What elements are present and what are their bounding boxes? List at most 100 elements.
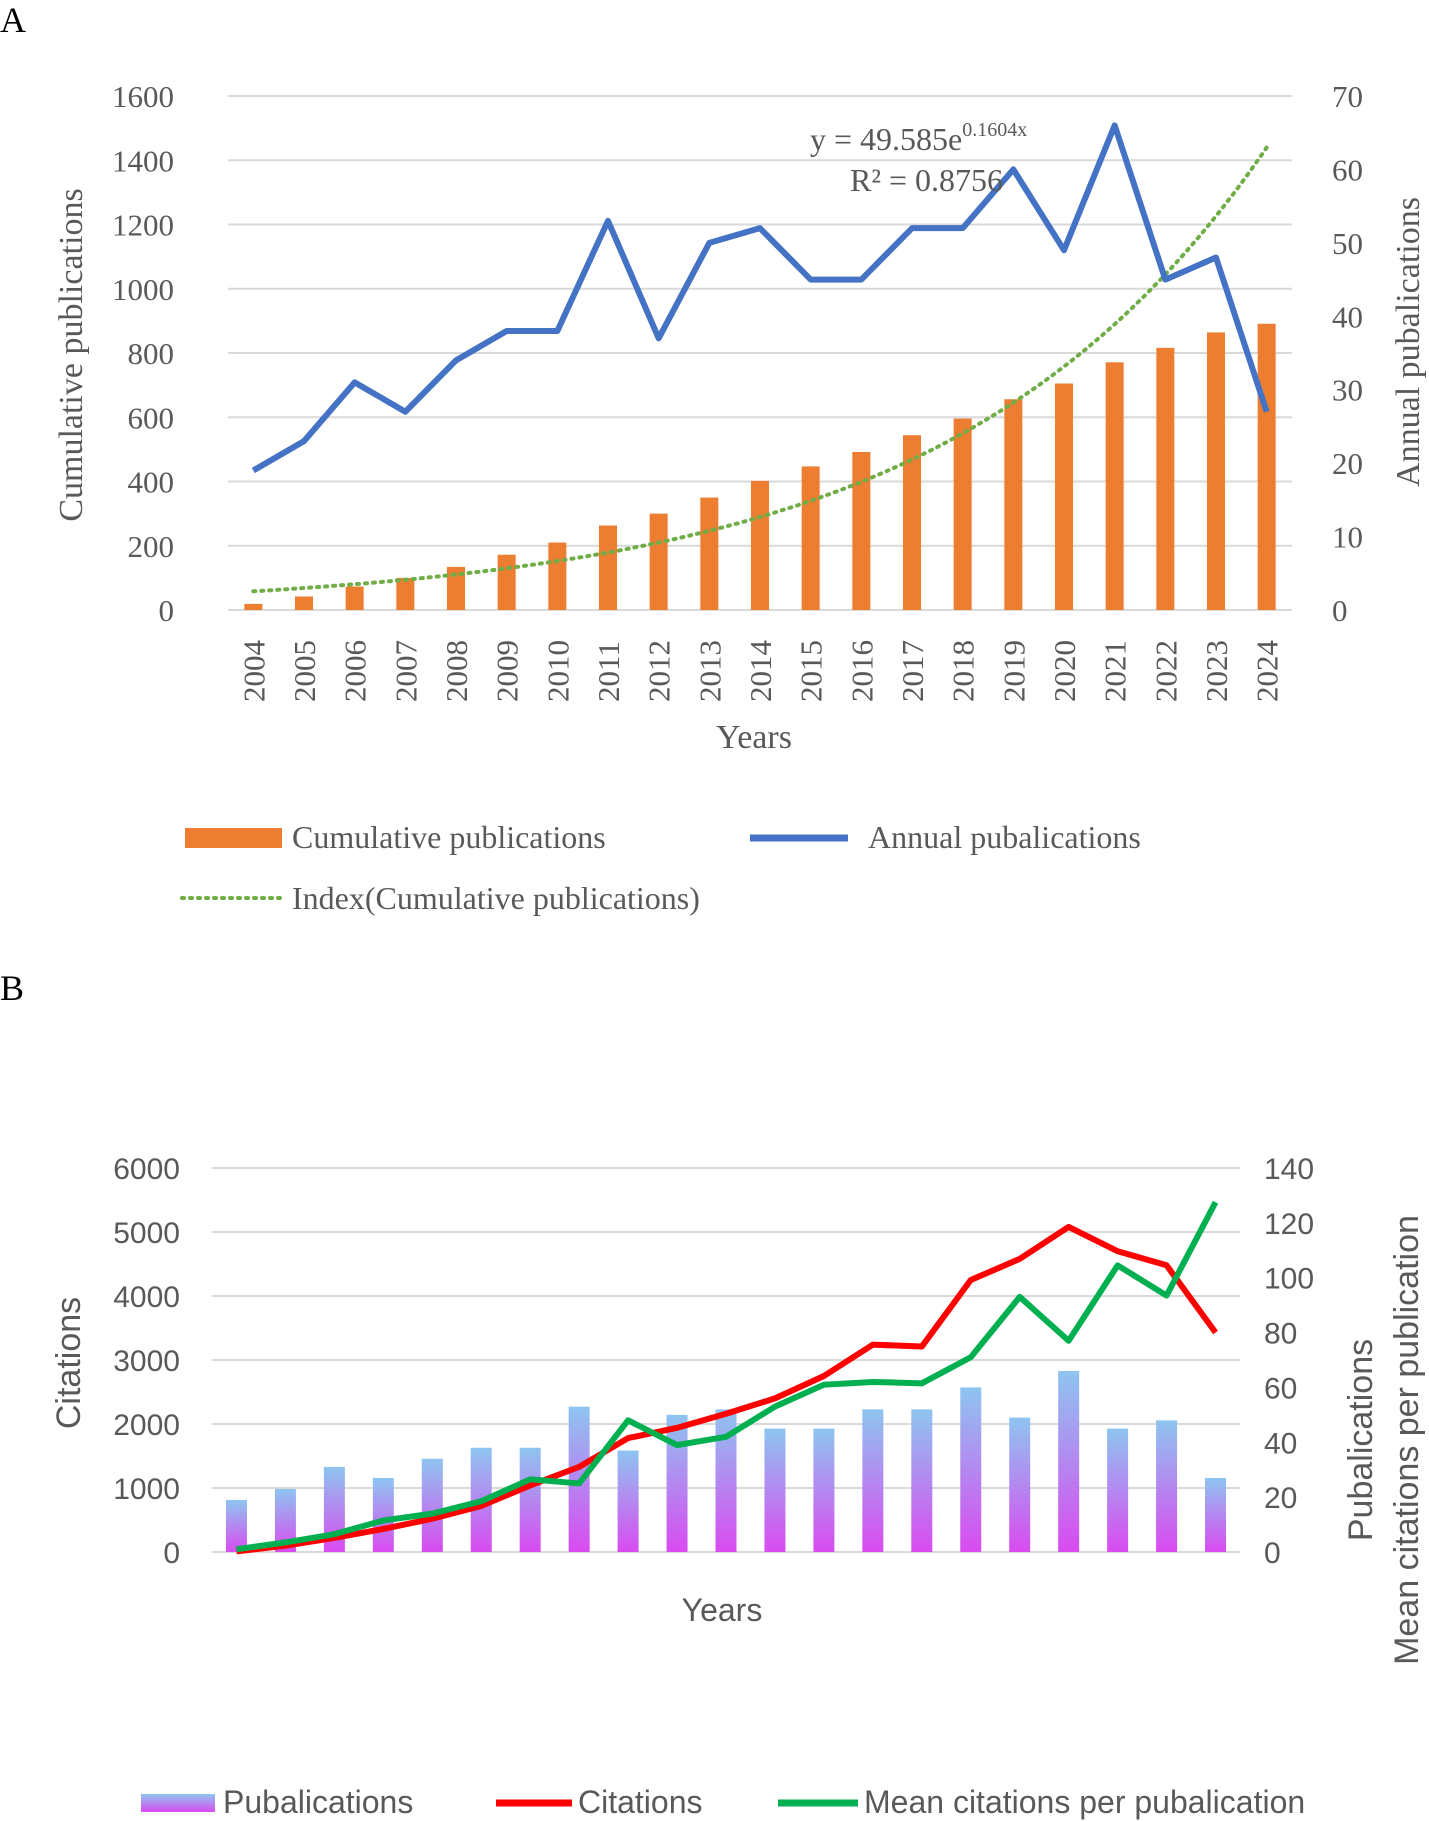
panel-b-left-axis-title: Citations [50, 1297, 88, 1429]
right-axis-tick-label: 40 [1264, 1427, 1297, 1460]
publications-bar [960, 1387, 982, 1552]
left-axis-tick-label: 5000 [113, 1217, 180, 1250]
right-axis-tick-label: 20 [1332, 446, 1363, 481]
publications-bar [617, 1450, 639, 1552]
legend-mean-label: Mean citations per pubalication [864, 1784, 1305, 1820]
cumulative-bar [700, 497, 719, 610]
x-axis-tick-label: 2011 [591, 641, 626, 702]
panel-a: A 0 200 400 600 800 1000 1200 1400 1600 0 10 20 30 4… [0, 0, 1427, 916]
panel-b-right-axis-title-1: Pubalications [1342, 1339, 1380, 1541]
trendline [251, 145, 1269, 594]
publications-bar [421, 1458, 443, 1552]
publications-bar [1009, 1417, 1031, 1552]
cumulative-bar [1105, 362, 1124, 610]
panel-a-x-axis-ticks: 2004 2005 2006 2007 2008 2009 2010 2011 2012 2013… [236, 640, 1284, 703]
legend-citations-label: Citations [578, 1784, 703, 1820]
cumulative-bar [396, 577, 415, 610]
left-axis-tick-label: 0 [159, 593, 175, 628]
right-axis-tick-label: 20 [1264, 1482, 1297, 1515]
panel-b-bars [225, 1370, 1227, 1552]
panel-b-left-axis-ticks: 0 1000 2000 3000 4000 5000 6000 [113, 1153, 180, 1570]
right-axis-tick-label: 10 [1332, 520, 1363, 555]
panel-a-label: A [0, 0, 26, 40]
panel-b: B 0 1000 2000 3000 4000 5000 6000 0 20 40 60 80 100… [0, 968, 1426, 1820]
panel-a-right-axis-title: Annual pubalications [1390, 197, 1427, 487]
right-axis-tick-label: 140 [1264, 1153, 1314, 1186]
left-axis-tick-label: 2000 [113, 1409, 180, 1442]
left-axis-tick-label: 400 [128, 465, 175, 500]
left-axis-tick-label: 200 [128, 529, 175, 564]
panel-a-gridlines [228, 95, 1292, 611]
trendline-r-squared: R² = 0.8756 [850, 162, 1003, 198]
cumulative-bar [1207, 332, 1225, 610]
x-axis-tick-label: 2021 [1098, 640, 1133, 702]
right-axis-tick-label: 30 [1332, 373, 1363, 408]
cumulative-bar [751, 480, 769, 610]
publications-bar [862, 1409, 884, 1552]
publications-bar [813, 1428, 835, 1552]
publications-bar [715, 1409, 737, 1552]
x-axis-tick-label: 2017 [895, 640, 930, 702]
legend-trend-label: Index(Cumulative publications) [292, 880, 700, 916]
x-axis-tick-label: 2009 [490, 640, 525, 702]
legend-cumulative-label: Cumulative publications [292, 819, 606, 855]
left-axis-tick-label: 1400 [112, 143, 174, 178]
cumulative-bar [852, 451, 871, 610]
publications-bar [764, 1428, 786, 1552]
x-axis-tick-label: 2015 [794, 640, 829, 702]
x-axis-tick-label: 2013 [692, 640, 727, 702]
cumulative-bar [649, 513, 668, 610]
legend-annual-label: Annual pubalications [868, 819, 1141, 855]
x-axis-tick-label: 2008 [439, 640, 474, 702]
right-axis-tick-label: 50 [1332, 226, 1363, 261]
publications-bar [1156, 1420, 1178, 1552]
left-axis-tick-label: 1000 [113, 1473, 180, 1506]
right-axis-tick-label: 120 [1264, 1208, 1314, 1241]
left-axis-tick-label: 1200 [112, 208, 174, 243]
publications-bar [1058, 1370, 1080, 1552]
left-axis-tick-label: 3000 [113, 1345, 180, 1378]
publications-bar [225, 1499, 247, 1552]
x-axis-tick-label: 2022 [1148, 640, 1183, 702]
left-axis-tick-label: 4000 [113, 1281, 180, 1314]
x-axis-tick-label: 2007 [388, 640, 423, 702]
x-axis-tick-label: 2019 [996, 640, 1031, 702]
legend-publications-label: Pubalications [223, 1784, 413, 1820]
left-axis-tick-label: 600 [128, 400, 175, 435]
panel-a-x-axis-title: Years [716, 719, 792, 756]
cumulative-bar [801, 466, 820, 610]
panel-b-label: B [0, 968, 24, 1008]
annual-publications-line [251, 122, 1270, 474]
legend-cumulative-swatch [185, 828, 282, 848]
cumulative-bar [1004, 399, 1023, 610]
panel-b-right-axis-ticks: 0 20 40 60 80 100 120 140 [1264, 1153, 1314, 1570]
legend-publications-swatch [141, 1794, 215, 1812]
x-axis-tick-label: 2010 [540, 640, 575, 702]
cumulative-bar [1257, 323, 1276, 610]
citations-line [236, 1223, 1218, 1555]
x-axis-tick-label: 2023 [1199, 640, 1234, 702]
right-axis-tick-label: 60 [1332, 152, 1363, 187]
publications-bar [274, 1488, 296, 1552]
x-axis-tick-label: 2016 [844, 640, 879, 702]
left-axis-tick-label: 1600 [112, 79, 174, 114]
right-axis-tick-label: 80 [1264, 1318, 1297, 1351]
trendline-equation: y = 49.585e0.1604x [810, 119, 1027, 157]
x-axis-tick-label: 2006 [338, 640, 373, 702]
left-axis-tick-label: 0 [163, 1537, 180, 1570]
right-axis-tick-label: 70 [1332, 79, 1363, 114]
x-axis-tick-label: 2004 [236, 640, 271, 703]
left-axis-tick-label: 1000 [112, 272, 174, 307]
right-axis-tick-label: 100 [1264, 1263, 1314, 1296]
cumulative-bar [903, 435, 921, 610]
left-axis-tick-label: 6000 [113, 1153, 180, 1186]
equation-base: y = 49.585e [810, 121, 962, 157]
x-axis-tick-label: 2014 [743, 640, 778, 703]
publications-bar [1107, 1428, 1129, 1552]
right-axis-tick-label: 60 [1264, 1372, 1297, 1405]
right-axis-tick-label: 40 [1332, 299, 1363, 334]
x-axis-tick-label: 2018 [946, 640, 981, 702]
publications-bar [519, 1447, 541, 1552]
x-axis-tick-label: 2012 [642, 640, 677, 702]
